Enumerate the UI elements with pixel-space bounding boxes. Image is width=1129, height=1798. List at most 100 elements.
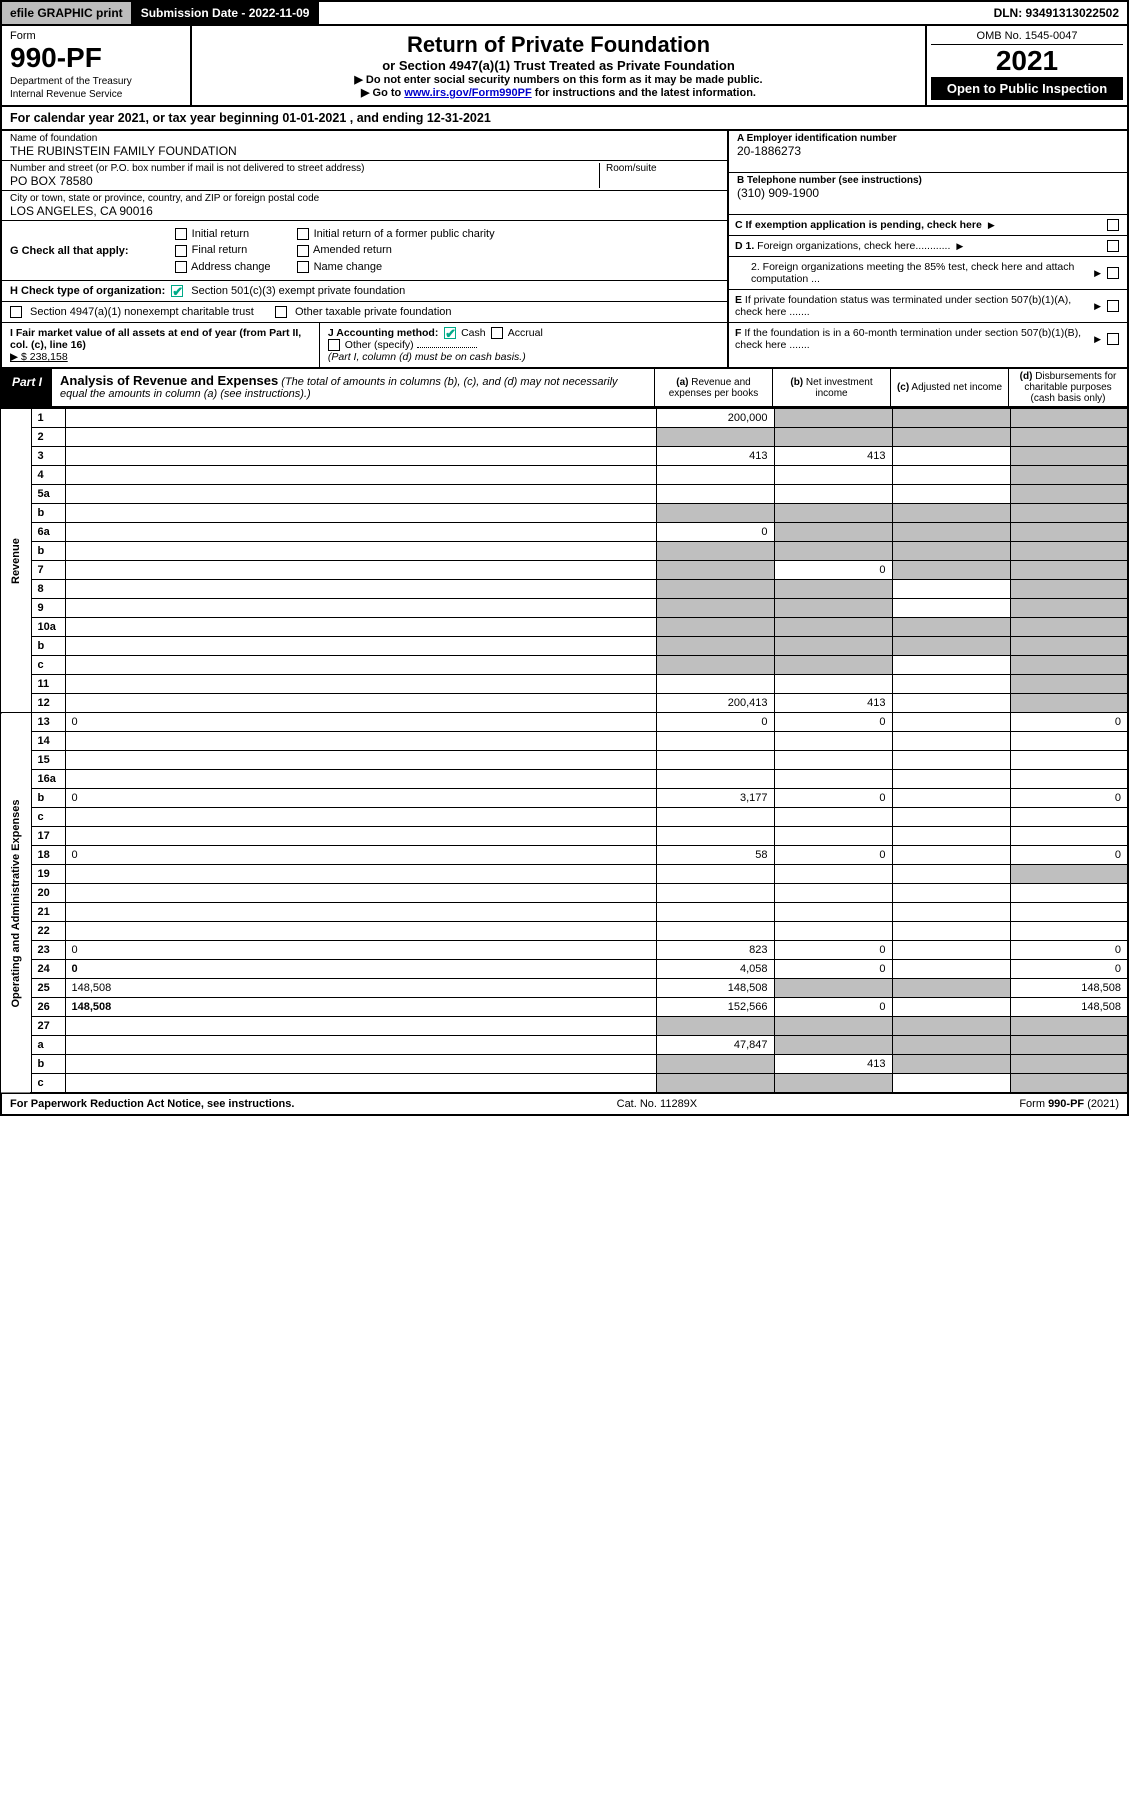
line-number: 21 xyxy=(31,903,65,922)
cell-c xyxy=(892,409,1010,428)
ein: 20-1886273 xyxy=(737,144,1119,158)
footer-right: Form 990-PF (2021) xyxy=(1019,1098,1119,1110)
room-label: Room/suite xyxy=(606,163,719,174)
table-row: 1805800 xyxy=(1,846,1128,865)
irs-link[interactable]: www.irs.gov/Form990PF xyxy=(404,87,531,99)
table-row: 2404,05800 xyxy=(1,960,1128,979)
col-b-header: (b) Net investment income xyxy=(773,369,891,406)
line-desc xyxy=(65,922,656,941)
cell-b: 0 xyxy=(774,713,892,732)
line-number: 23 xyxy=(31,941,65,960)
cell-d xyxy=(1010,770,1128,789)
cell-c xyxy=(892,694,1010,713)
line-number: 20 xyxy=(31,884,65,903)
line-desc xyxy=(65,409,656,428)
cell-b: 0 xyxy=(774,941,892,960)
line-desc xyxy=(65,504,656,523)
expenses-sidebar: Operating and Administrative Expenses xyxy=(1,713,31,1094)
table-row: 15 xyxy=(1,751,1128,770)
dept-irs: Internal Revenue Service xyxy=(10,89,182,100)
line-number: 11 xyxy=(31,675,65,694)
cell-b: 413 xyxy=(774,1055,892,1074)
cell-c xyxy=(892,979,1010,998)
cell-a: 4,058 xyxy=(656,960,774,979)
city-label: City or town, state or province, country… xyxy=(10,193,719,204)
line-number: 6a xyxy=(31,523,65,542)
g-label: G Check all that apply: xyxy=(10,245,129,257)
line-desc xyxy=(65,466,656,485)
cell-b xyxy=(774,428,892,447)
cell-a xyxy=(656,751,774,770)
cell-d xyxy=(1010,447,1128,466)
chk-initial-return[interactable] xyxy=(175,228,187,240)
table-row: c xyxy=(1,1074,1128,1094)
line-number: 4 xyxy=(31,466,65,485)
chk-501c3[interactable] xyxy=(171,285,183,297)
line-number: 8 xyxy=(31,580,65,599)
table-row: b xyxy=(1,637,1128,656)
line-number: 19 xyxy=(31,865,65,884)
chk-initial-former[interactable] xyxy=(297,228,309,240)
line-desc xyxy=(65,770,656,789)
line-number: b xyxy=(31,789,65,808)
cell-c xyxy=(892,1017,1010,1036)
cell-d xyxy=(1010,922,1128,941)
col-c-header: (c) Adjusted net income xyxy=(891,369,1009,406)
cell-b xyxy=(774,1074,892,1094)
chk-d2[interactable] xyxy=(1107,267,1119,279)
cell-c xyxy=(892,732,1010,751)
cell-a xyxy=(656,485,774,504)
chk-other-method[interactable] xyxy=(328,339,340,351)
cell-c xyxy=(892,542,1010,561)
f-label: F If the foundation is in a 60-month ter… xyxy=(735,327,1088,351)
chk-d1[interactable] xyxy=(1107,240,1119,252)
chk-amended[interactable] xyxy=(297,245,309,257)
table-row: 3413413 xyxy=(1,447,1128,466)
line-desc xyxy=(65,732,656,751)
cell-d xyxy=(1010,865,1128,884)
table-row: 25148,508148,508148,508 xyxy=(1,979,1128,998)
cell-a: 413 xyxy=(656,447,774,466)
cell-d: 148,508 xyxy=(1010,998,1128,1017)
line-desc xyxy=(65,1036,656,1055)
cell-b xyxy=(774,751,892,770)
cell-d xyxy=(1010,808,1128,827)
table-row: b xyxy=(1,504,1128,523)
chk-other-taxable[interactable] xyxy=(275,306,287,318)
chk-name-change[interactable] xyxy=(297,261,309,273)
cell-a: 3,177 xyxy=(656,789,774,808)
line-number: 14 xyxy=(31,732,65,751)
cell-c xyxy=(892,1036,1010,1055)
chk-e[interactable] xyxy=(1107,300,1119,312)
table-row: 5a xyxy=(1,485,1128,504)
cell-b xyxy=(774,922,892,941)
chk-4947[interactable] xyxy=(10,306,22,318)
j-label: J Accounting method: xyxy=(328,327,438,339)
cell-b xyxy=(774,865,892,884)
chk-final-return[interactable] xyxy=(175,245,187,257)
cell-a: 0 xyxy=(656,713,774,732)
cell-b xyxy=(774,466,892,485)
cell-c xyxy=(892,998,1010,1017)
table-row: 23082300 xyxy=(1,941,1128,960)
cell-b: 0 xyxy=(774,960,892,979)
cell-a: 200,413 xyxy=(656,694,774,713)
chk-address-change[interactable] xyxy=(175,261,187,273)
cell-d xyxy=(1010,1036,1128,1055)
chk-accrual[interactable] xyxy=(491,327,503,339)
cell-d: 0 xyxy=(1010,789,1128,808)
cell-c xyxy=(892,504,1010,523)
chk-c[interactable] xyxy=(1107,219,1119,231)
chk-cash[interactable] xyxy=(444,327,456,339)
phone: (310) 909-1900 xyxy=(737,186,1119,200)
cell-a xyxy=(656,542,774,561)
cell-a xyxy=(656,618,774,637)
line-number: 5a xyxy=(31,485,65,504)
chk-f[interactable] xyxy=(1107,333,1119,345)
table-row: c xyxy=(1,808,1128,827)
cell-b xyxy=(774,485,892,504)
cell-d xyxy=(1010,523,1128,542)
cell-a xyxy=(656,428,774,447)
cell-b: 413 xyxy=(774,694,892,713)
address-label: Number and street (or P.O. box number if… xyxy=(10,163,599,174)
